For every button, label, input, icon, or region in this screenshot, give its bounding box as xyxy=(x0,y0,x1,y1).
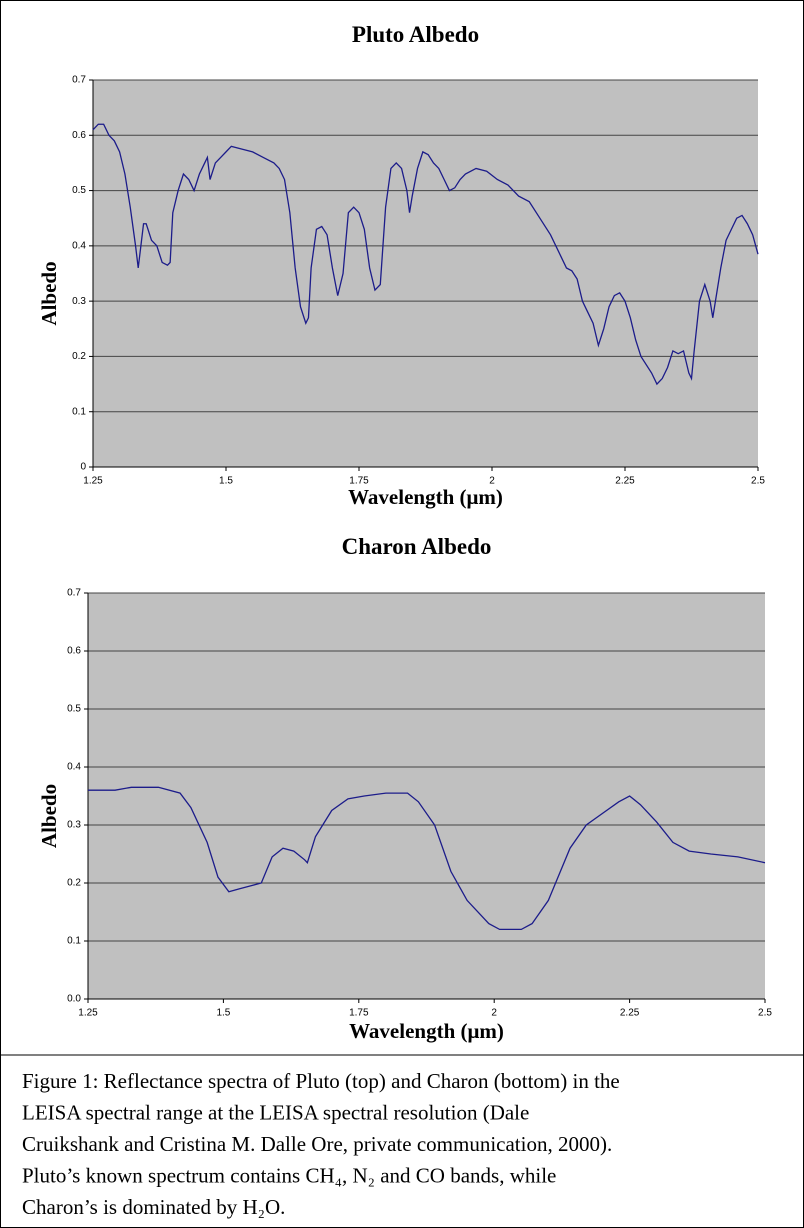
y-tick-label: 0.7 xyxy=(67,588,81,599)
x-axis-label: Wavelength (μm) xyxy=(348,485,503,509)
x-tick-label: 2.5 xyxy=(758,1008,772,1019)
x-axis-label: Wavelength (μm) xyxy=(349,1019,504,1043)
x-tick-label: 2 xyxy=(491,1008,497,1019)
x-tick-label: 1.75 xyxy=(349,1008,369,1019)
chart-title: Charon Albedo xyxy=(342,534,492,559)
y-tick-label: 0.2 xyxy=(67,878,81,889)
caption-line: LEISA spectral range at the LEISA spectr… xyxy=(22,1101,529,1125)
x-tick-label: 2.5 xyxy=(751,476,765,487)
y-tick-label: 0.5 xyxy=(72,185,86,196)
spectrum-line xyxy=(88,786,766,931)
x-tick-label: 1.5 xyxy=(219,476,233,487)
plot-area xyxy=(88,593,765,999)
x-tick-label: 2.25 xyxy=(615,476,635,487)
x-tick-label: 1.75 xyxy=(349,476,369,487)
y-tick-label: 0.1 xyxy=(72,406,86,417)
spectrum-line xyxy=(92,123,759,386)
chart-title: Pluto Albedo xyxy=(352,22,479,47)
y-tick-label: 0.1 xyxy=(67,936,81,947)
x-tick-label: 1.5 xyxy=(216,1008,230,1019)
y-tick-label: 0.7 xyxy=(72,75,86,86)
y-tick-label: 0.0 xyxy=(67,994,81,1005)
x-tick-label: 1.25 xyxy=(78,1008,98,1019)
y-tick-label: 0.3 xyxy=(67,820,81,831)
y-tick-label: 0.6 xyxy=(67,646,81,657)
x-tick-label: 2.25 xyxy=(620,1008,640,1019)
y-tick-label: 0.4 xyxy=(67,762,81,773)
y-tick-label: 0.5 xyxy=(67,704,81,715)
y-axis-label: Albedo xyxy=(37,784,61,848)
x-tick-label: 2 xyxy=(489,476,495,487)
caption-line: Figure 1: Reflectance spectra of Pluto (… xyxy=(22,1069,620,1093)
y-axis-label: Albedo xyxy=(37,261,61,325)
x-tick-label: 1.25 xyxy=(83,476,103,487)
y-tick-label: 0.3 xyxy=(72,296,86,307)
y-tick-label: 0.4 xyxy=(72,240,86,251)
caption-line: Charon’s is dominated by H₂O. xyxy=(22,1195,285,1219)
caption-line: Pluto’s known spectrum contains CH₄, N₂ … xyxy=(22,1164,556,1188)
caption-line: Cruikshank and Cristina M. Dalle Ore, pr… xyxy=(22,1132,612,1156)
plot-area xyxy=(93,80,758,467)
y-tick-label: 0.2 xyxy=(72,351,86,362)
y-tick-label: 0 xyxy=(80,462,86,473)
y-tick-label: 0.6 xyxy=(72,130,86,141)
